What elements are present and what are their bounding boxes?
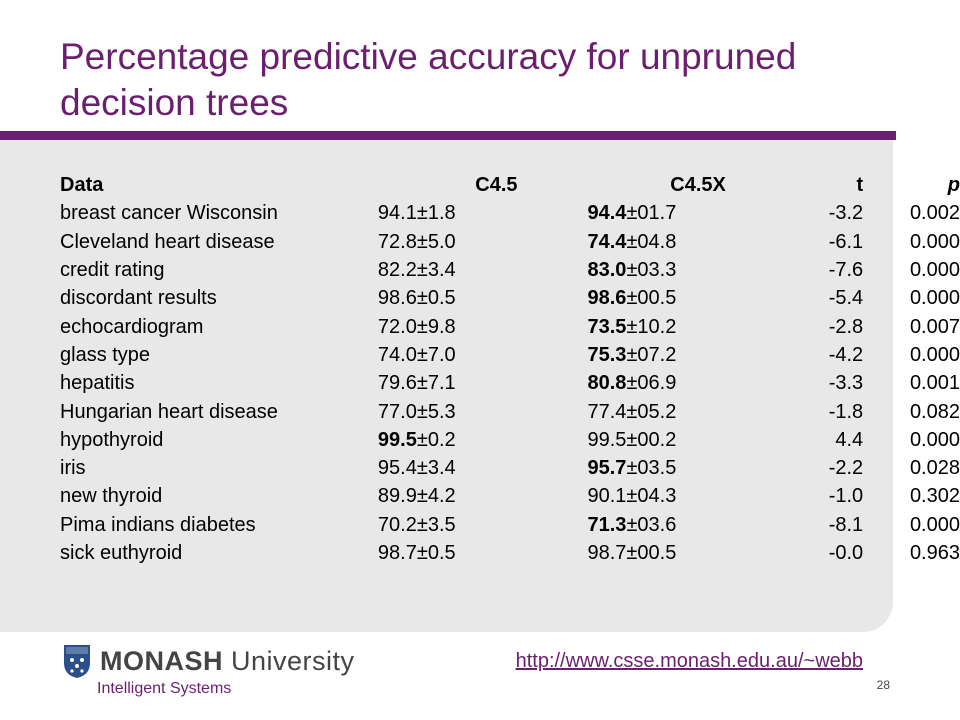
c45x-accuracy: 77.4±05.2	[587, 400, 677, 423]
p-value: 0.000	[909, 287, 960, 310]
t-statistic: -2.2	[828, 457, 864, 480]
p-value: 0.000	[909, 259, 960, 282]
dataset-name: hepatitis	[60, 372, 135, 395]
p-value: 0.007	[909, 315, 960, 338]
table-row: hypothyroid 99.5±0.2 99.5±00.2 4.4 0.000	[60, 426, 960, 454]
header-t: t	[856, 174, 864, 197]
c45-accuracy: 82.2±3.4	[377, 259, 456, 282]
c45x-accuracy: 80.8±06.9	[587, 372, 677, 395]
dataset-name: breast cancer Wisconsin	[60, 202, 278, 225]
p-value: 0.001	[909, 372, 960, 395]
page-number: 28	[876, 678, 890, 692]
header-c45: C4.5	[475, 174, 518, 197]
table-header-row: Data C4.5 C4.5X t p	[60, 171, 960, 199]
c45x-accuracy: 83.0±03.3	[587, 259, 677, 282]
dataset-name: new thyroid	[60, 485, 163, 508]
dataset-name: Hungarian heart disease	[60, 400, 278, 423]
c45-accuracy: 74.0±7.0	[377, 343, 456, 366]
c45-accuracy: 72.0±9.8	[377, 315, 456, 338]
c45x-accuracy: 98.7±00.5	[587, 542, 677, 564]
c45-accuracy: 98.6±0.5	[377, 287, 456, 310]
table-row: sick euthyroid 98.7±0.5 98.7±00.5 -0.0 0.963	[60, 539, 960, 567]
c45-accuracy: 98.7±0.5	[377, 542, 456, 564]
t-statistic: 4.4	[835, 428, 864, 451]
table-row: glass type 74.0±7.0 75.3±07.2 -4.2 0.000	[60, 341, 960, 369]
c45-accuracy: 70.2±3.5	[377, 513, 456, 536]
table-row: credit rating 82.2±3.4 83.0±03.3 -7.6 0.000	[60, 256, 960, 284]
university-wordmark: MONASH University	[100, 645, 355, 676]
table-row: echocardiogram 72.0±9.8 73.5±10.2 -2.8 0.007	[60, 312, 960, 340]
dataset-name: Cleveland heart disease	[60, 230, 275, 253]
c45x-accuracy: 73.5±10.2	[587, 315, 677, 338]
t-statistic: -5.4	[828, 287, 864, 310]
c45-accuracy: 95.4±3.4	[377, 457, 456, 480]
c45x-accuracy: 74.4±04.8	[587, 230, 677, 253]
t-statistic: -1.8	[828, 400, 864, 423]
department-label: Intelligent Systems	[97, 680, 232, 697]
dataset-name: echocardiogram	[60, 315, 204, 338]
accuracy-table: Data C4.5 C4.5X t p breast cancer Wiscon…	[60, 171, 960, 567]
slide-title: Percentage predictive accuracy for unpru…	[60, 36, 797, 123]
p-value: 0.000	[909, 428, 960, 451]
c45x-accuracy: 98.6±00.5	[587, 287, 677, 310]
author-homepage-link[interactable]: http://www.csse.monash.edu.au/~webb	[515, 650, 863, 672]
table-row: discordant results 98.6±0.5 98.6±00.5 -5.4 0…	[60, 284, 960, 312]
dataset-name: credit rating	[60, 259, 165, 282]
p-value: 0.002	[909, 202, 960, 225]
p-value: 0.028	[909, 457, 960, 480]
dataset-name: iris	[60, 457, 86, 480]
table-row: Cleveland heart disease 72.8±5.0 74.4±04.8…	[60, 228, 960, 256]
table-body: breast cancer Wisconsin 94.1±1.8 94.4±01.7…	[60, 199, 960, 567]
table-row: new thyroid 89.9±4.2 90.1±04.3 -1.0 0.302	[60, 482, 960, 510]
t-statistic: -4.2	[828, 343, 864, 366]
table-row: hepatitis 79.6±7.1 80.8±06.9 -3.3 0.001	[60, 369, 960, 397]
table-row: Hungarian heart disease 77.0±5.3 77.4±05.2…	[60, 397, 960, 425]
c45-accuracy: 94.1±1.8	[377, 202, 456, 225]
c45x-accuracy: 75.3±07.2	[587, 343, 677, 366]
header-data: Data	[60, 174, 104, 197]
t-statistic: -1.0	[828, 485, 864, 508]
t-statistic: -0.0	[828, 542, 864, 564]
c45x-accuracy: 99.5±00.2	[587, 428, 677, 451]
c45x-accuracy: 95.7±03.5	[587, 457, 677, 480]
c45x-accuracy: 71.3±03.6	[587, 513, 677, 536]
monash-crest-icon	[64, 645, 90, 678]
c45-accuracy: 99.5±0.2	[377, 428, 456, 451]
t-statistic: -3.2	[828, 202, 864, 225]
title-divider	[0, 131, 896, 140]
p-value: 0.000	[909, 513, 960, 536]
dataset-name: discordant results	[60, 287, 217, 310]
p-value: 0.000	[909, 230, 960, 253]
table-row: Pima indians diabetes 70.2±3.5 71.3±03.6 -8…	[60, 511, 960, 539]
c45-accuracy: 79.6±7.1	[377, 372, 456, 395]
p-value: 0.082	[909, 400, 960, 423]
t-statistic: -7.6	[828, 259, 864, 282]
table-row: breast cancer Wisconsin 94.1±1.8 94.4±01.7…	[60, 199, 960, 227]
t-statistic: -6.1	[828, 230, 864, 253]
c45-accuracy: 89.9±4.2	[377, 485, 456, 508]
t-statistic: -8.1	[828, 513, 864, 536]
header-p: p	[947, 174, 960, 197]
dataset-name: hypothyroid	[60, 428, 164, 451]
c45-accuracy: 72.8±5.0	[377, 230, 456, 253]
monash-logo: MONASH University	[62, 643, 355, 679]
header-c45x: C4.5X	[670, 174, 726, 197]
dataset-name: Pima indians diabetes	[60, 513, 256, 536]
c45-accuracy: 77.0±5.3	[377, 400, 456, 423]
p-value: 0.963	[909, 542, 960, 564]
content-panel	[0, 140, 893, 632]
p-value: 0.302	[909, 485, 960, 508]
c45x-accuracy: 94.4±01.7	[587, 202, 677, 225]
table-row: iris 95.4±3.4 95.7±03.5 -2.2 0.028	[60, 454, 960, 482]
t-statistic: -2.8	[828, 315, 864, 338]
c45x-accuracy: 90.1±04.3	[587, 485, 677, 508]
dataset-name: sick euthyroid	[60, 542, 183, 564]
t-statistic: -3.3	[828, 372, 864, 395]
dataset-name: glass type	[60, 343, 151, 366]
p-value: 0.000	[909, 343, 960, 366]
